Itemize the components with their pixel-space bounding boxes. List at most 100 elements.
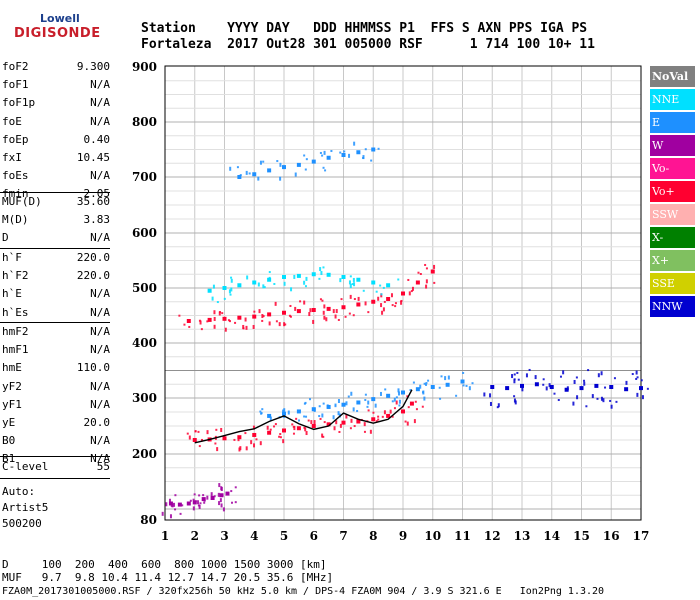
echo-mark <box>201 438 204 441</box>
echo-mark <box>319 151 322 154</box>
echo-mark <box>229 166 232 171</box>
echo-mark <box>641 395 644 400</box>
echo-mark <box>276 160 279 163</box>
point-2nd-hop-echoes <box>311 272 316 277</box>
echo-mark <box>379 391 382 396</box>
echo-mark <box>347 395 350 398</box>
echo-mark <box>218 311 221 314</box>
echo-mark <box>332 309 335 314</box>
param-label: foF1 <box>2 78 29 92</box>
echo-mark <box>178 314 181 317</box>
point-2nd-hop-echoes <box>341 275 346 279</box>
point-2nd-hop-f-trace <box>252 314 257 319</box>
echo-mark <box>379 284 382 287</box>
echo-mark <box>596 397 599 400</box>
param-row-fof2: foF2 9.300 <box>2 60 110 78</box>
point-2nd-hop-f-trace <box>267 312 272 317</box>
echo-mark <box>202 494 205 497</box>
point-f-trace-lower- <box>296 426 301 431</box>
echo-mark <box>513 378 516 381</box>
echo-mark <box>572 401 575 406</box>
param-value: N/A <box>90 114 110 128</box>
x-tick-label: 15 <box>573 529 590 543</box>
clevel-value: 55 <box>96 460 110 473</box>
point-3rd-hop-echoes <box>252 172 257 177</box>
legend-item-w: W <box>650 135 695 156</box>
echo-mark <box>283 281 286 286</box>
echo-mark <box>266 425 269 430</box>
point-2nd-hop-f-trace <box>296 309 301 314</box>
echo-mark <box>351 283 354 286</box>
echo-mark <box>372 411 375 414</box>
echo-mark <box>380 293 383 296</box>
echo-mark <box>391 415 394 418</box>
param-value: 3.83 <box>83 213 111 227</box>
x-tick-label: 2 <box>191 529 199 543</box>
echo-mark <box>291 423 294 426</box>
echo-mark <box>636 392 639 397</box>
y-tick-label: 400 <box>132 336 157 350</box>
echo-mark <box>238 447 241 452</box>
echo-mark <box>197 500 200 505</box>
echo-mark <box>600 371 603 376</box>
echo-mark <box>295 417 298 420</box>
echo-mark <box>335 309 338 314</box>
param-row-he: h`E N/A <box>2 287 110 305</box>
point-2nd-hop-echoes <box>386 283 391 288</box>
echo-mark <box>228 320 231 323</box>
echo-mark <box>440 375 443 378</box>
echo-mark <box>332 415 335 420</box>
plot-frame <box>164 65 642 521</box>
echo-mark <box>288 314 291 317</box>
echo-mark <box>257 282 260 287</box>
param-label: B1 <box>2 452 16 466</box>
param-label: foF2 <box>2 60 29 73</box>
echo-mark <box>349 427 352 430</box>
echo-mark <box>234 486 237 489</box>
param-label: foE <box>2 114 22 128</box>
echo-mark <box>273 425 276 428</box>
echo-mark <box>321 299 324 302</box>
echo-mark <box>337 318 340 321</box>
echo-mark <box>188 435 191 440</box>
param-label: h`F <box>2 251 22 264</box>
y-tick-label: 600 <box>132 226 157 240</box>
param-row-hme: hmE 110.0 <box>2 361 110 379</box>
echo-mark <box>566 386 569 391</box>
x-tick-label: 8 <box>369 529 377 543</box>
param-label: MUF(D) <box>2 195 42 208</box>
echo-mark <box>202 497 205 500</box>
echo-mark <box>174 508 177 511</box>
echo-mark <box>348 280 351 285</box>
point-spread-f-high-freq- <box>594 383 599 388</box>
echo-mark <box>412 381 415 384</box>
point-3rd-hop-echoes <box>311 159 316 164</box>
echo-mark <box>348 153 351 158</box>
echo-mark <box>600 396 603 401</box>
echo-mark <box>610 404 613 409</box>
echo-mark <box>181 504 184 507</box>
echo-mark <box>542 378 545 381</box>
y-tick-label: 900 <box>132 60 157 74</box>
echo-mark <box>635 377 638 380</box>
echo-mark <box>425 383 428 386</box>
echo-mark <box>242 324 245 329</box>
header-labels: Station YYYY DAY DDD HHMMSS P1 FFS S AXN… <box>141 21 588 36</box>
echo-mark <box>245 325 248 330</box>
echo-mark <box>304 401 307 404</box>
echo-mark <box>213 324 216 329</box>
echo-mark <box>259 160 262 165</box>
param-value: 110.0 <box>76 361 110 375</box>
echo-mark <box>303 426 306 429</box>
param-row-md: M(D) 3.83 <box>2 213 110 231</box>
point-f2-echo-band <box>401 390 405 395</box>
param-value: N/A <box>90 434 110 448</box>
echo-mark <box>404 420 407 423</box>
y-tick-label: 200 <box>132 447 157 461</box>
digisonde-logo-text: DIGISONDE <box>14 26 101 41</box>
param-value: 0.40 <box>83 132 111 146</box>
echo-mark <box>248 172 251 175</box>
echo-mark <box>545 386 548 391</box>
echo-mark <box>213 495 216 498</box>
point-f-trace-lower- <box>341 420 346 425</box>
